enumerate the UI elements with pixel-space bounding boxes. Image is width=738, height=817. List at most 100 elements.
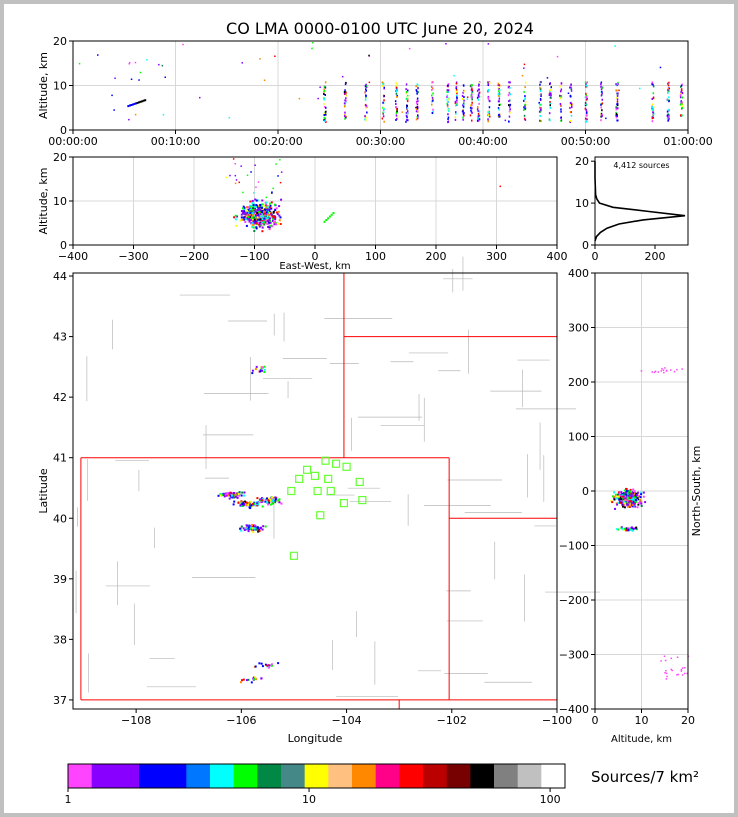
lma-source — [247, 503, 250, 506]
lma-source — [652, 116, 655, 119]
colorbar-bin — [233, 764, 258, 788]
lma-source — [275, 207, 278, 210]
lma-source — [509, 86, 511, 89]
lma-source — [616, 115, 618, 118]
lma-source — [249, 527, 252, 530]
lma-source — [277, 175, 279, 177]
lma-source — [456, 103, 458, 106]
lma-source — [663, 371, 665, 374]
lma-source — [229, 174, 231, 177]
lma-source — [470, 109, 472, 112]
lma-source — [134, 61, 137, 64]
colorbar-bin — [304, 764, 329, 788]
lma-source — [477, 117, 480, 120]
lma-source — [395, 85, 397, 88]
lma-source — [252, 502, 254, 505]
lma-source — [489, 115, 491, 118]
lma-source — [260, 215, 263, 218]
lma-source — [463, 102, 465, 105]
lma-source — [257, 530, 260, 533]
lma-source — [417, 87, 419, 90]
lma-source — [131, 103, 134, 106]
lma-source — [640, 493, 643, 496]
lma-source — [368, 55, 370, 57]
lma-source — [549, 104, 551, 107]
lma-source — [345, 100, 347, 103]
lma-source — [628, 498, 631, 501]
lma-source — [343, 105, 346, 108]
lma-source — [259, 213, 262, 216]
lma-source — [549, 102, 552, 105]
lma-source — [406, 94, 409, 97]
lma-source — [249, 525, 251, 528]
lma-source — [585, 96, 588, 98]
lma-source — [666, 99, 669, 102]
lma-source — [269, 221, 272, 224]
lma-source — [508, 105, 511, 108]
x-tick-label: 10 — [635, 714, 649, 727]
lma-source — [365, 83, 367, 86]
lma-source — [365, 116, 367, 119]
lma-source — [664, 367, 666, 369]
lma-source — [499, 113, 501, 116]
lma-source — [634, 492, 636, 495]
lma-source — [261, 206, 263, 209]
lma-source — [261, 211, 264, 213]
lma-source — [680, 103, 683, 106]
lma-source — [324, 86, 327, 89]
lma-source — [584, 107, 587, 110]
lma-source — [395, 92, 398, 95]
lma-source — [664, 659, 667, 662]
lma-source — [271, 220, 274, 222]
lma-source — [456, 99, 458, 102]
lma-source — [668, 90, 670, 92]
lma-source — [667, 84, 670, 87]
lma-source — [667, 119, 670, 122]
lma-source — [462, 112, 465, 115]
lma-source — [668, 96, 670, 99]
lma-source — [252, 213, 255, 216]
lma-source — [550, 92, 552, 95]
lma-source — [612, 495, 614, 498]
lma-source — [461, 94, 464, 97]
lma-source — [488, 106, 491, 109]
lma-source — [487, 118, 489, 121]
lma-source — [254, 676, 257, 679]
lma-source — [258, 223, 261, 226]
lma-source — [236, 215, 239, 218]
lma-source — [245, 218, 248, 221]
lma-source — [570, 119, 572, 122]
lma-source — [234, 218, 237, 221]
lma-source — [470, 104, 472, 107]
lma-source — [616, 95, 619, 98]
lma-source — [615, 497, 618, 500]
lma-source — [431, 94, 433, 97]
lma-source — [241, 679, 243, 682]
lma-source — [560, 108, 562, 111]
lma-source — [114, 77, 116, 79]
lma-source — [324, 94, 326, 96]
lma-source — [253, 678, 256, 681]
lma-source — [509, 103, 512, 106]
lma-source — [259, 370, 262, 373]
lma-source — [247, 214, 250, 216]
lma-source — [585, 92, 587, 95]
colorbar-bin — [186, 764, 211, 788]
lma-source — [626, 499, 629, 502]
lma-source — [613, 497, 616, 500]
lma-source — [323, 89, 326, 92]
lma-source — [466, 96, 469, 98]
lma-source — [477, 106, 479, 108]
lma-source — [260, 662, 263, 665]
lma-source — [382, 101, 384, 104]
lma-source — [497, 100, 500, 103]
lma-source — [266, 497, 268, 500]
lma-source — [130, 104, 133, 106]
lma-source — [446, 94, 449, 97]
lma-source — [128, 63, 130, 65]
lma-source — [269, 217, 272, 220]
lma-source — [508, 110, 511, 113]
lma-source — [407, 89, 409, 92]
lma-source — [258, 205, 260, 208]
lma-source — [508, 120, 510, 123]
